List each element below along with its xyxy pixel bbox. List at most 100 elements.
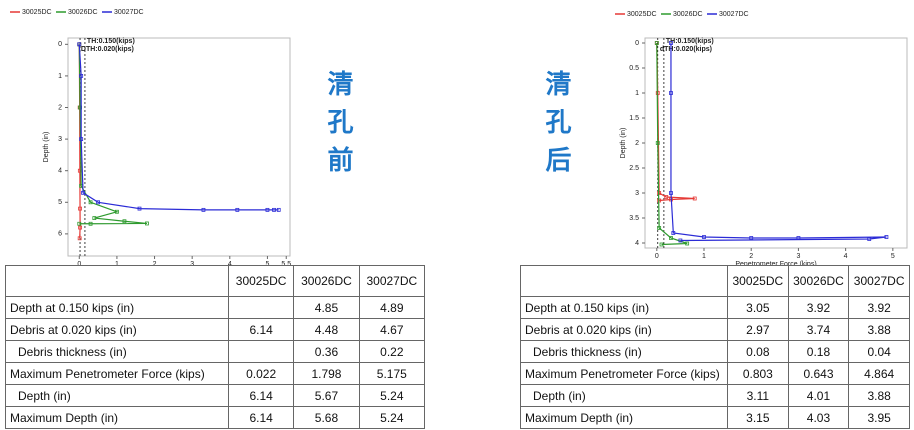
x-tick-label: 5.5 — [281, 261, 291, 265]
header-cell: 30026DC — [787, 265, 850, 297]
table-cell: Depth at 0.150 kips (in) — [5, 296, 229, 319]
table-cell: 4.864 — [848, 362, 910, 385]
table-cell: 3.92 — [848, 296, 910, 319]
table-cell: Depth (in) — [520, 384, 728, 407]
chart: 0 0.5 1 1.5 2 2.5 3 3.5 4 0 1 2 3 4 5 Penetrometer Forc… — [615, 11, 908, 266]
x-tick-label: 5 — [891, 253, 895, 260]
y-tick-label: 0.5 — [629, 65, 639, 72]
point-marker — [88, 221, 93, 226]
annotation-label: 清孔前 — [323, 70, 353, 184]
point-marker — [669, 236, 673, 240]
x-axis-label: Penetrometer Force (kips) — [735, 261, 816, 266]
table-cell: 0.643 — [787, 362, 850, 385]
plot-area — [67, 37, 291, 257]
point-marker — [655, 141, 660, 145]
y-tick-label: 2 — [58, 104, 62, 111]
table-row: Depth at 0.150 kips (in) 4.85 4.89 — [5, 296, 426, 319]
table-cell: Maximum Depth (in) — [520, 406, 728, 429]
point-marker — [671, 231, 676, 235]
point-marker — [749, 236, 754, 240]
annotation-label: 清孔后 — [541, 70, 571, 184]
y-tick-label: 1 — [635, 90, 639, 97]
point-marker — [122, 219, 127, 224]
header-cell: 30025DC — [727, 265, 789, 297]
x-tick-label: 2 — [153, 261, 157, 265]
table-row: Maximum Penetrometer Force (kips) 0.022 1.… — [5, 362, 426, 385]
table-row: 30025DC 30026DC 30027DC — [520, 265, 910, 297]
point-marker — [276, 207, 281, 212]
table-cell: Depth at 0.150 kips (in) — [520, 296, 728, 319]
point-marker — [702, 235, 706, 239]
header-cell: 30027DC — [358, 265, 426, 297]
table-row: Debris at 0.020 kips (in) 6.14 4.48 4.67 — [5, 318, 426, 341]
table-cell: Debris thickness (in) — [520, 340, 728, 363]
table-cell — [227, 296, 295, 319]
table-cell: Maximum Depth (in) — [5, 406, 229, 429]
y-tick-label: 4 — [58, 168, 62, 175]
table-cell: 0.04 — [848, 340, 910, 363]
point-marker — [685, 241, 690, 246]
point-marker — [78, 225, 83, 230]
y-tick-label: 0 — [635, 40, 639, 47]
table-row: Debris thickness (in) 0.36 0.22 — [5, 340, 426, 363]
point-marker — [265, 207, 270, 212]
y-axis-label: Depth (in) — [620, 128, 627, 159]
y-tick-label: 2 — [635, 140, 639, 147]
point-marker — [115, 209, 119, 214]
header-cell: 30026DC — [293, 265, 360, 297]
x-tick-label: 1 — [115, 261, 119, 265]
point-marker — [867, 237, 872, 241]
point-marker — [796, 236, 801, 240]
table-cell: Debris at 0.020 kips (in) — [5, 318, 229, 341]
table-row: Debris thickness (in) 0.08 0.18 0.04 — [520, 340, 910, 363]
point-marker — [145, 221, 149, 226]
point-marker — [137, 206, 142, 211]
table-row: Maximum Depth (in) 3.15 4.03 3.95 — [520, 406, 910, 429]
plot-area — [644, 37, 908, 249]
table-row: Depth (in) 3.11 4.01 3.88 — [520, 384, 910, 407]
table-cell: Debris thickness (in) — [5, 340, 229, 363]
threshold-label: dTH:0.020(kips) — [660, 46, 712, 53]
table-cell: 0.22 — [358, 340, 426, 363]
threshold-label: TH:0.150(kips) — [666, 38, 714, 45]
x-tick-label: 5 — [265, 261, 269, 265]
table-cell: 3.05 — [727, 296, 789, 319]
table-cell: Depth (in) — [5, 384, 229, 407]
table-cell: 0.18 — [787, 340, 850, 363]
table-cell: 4.03 — [787, 406, 850, 429]
point-marker — [92, 216, 97, 220]
table: 30025DC 30026DC 30027DC Depth at 0.150 kips… — [5, 265, 426, 429]
table-row: Depth (in) 6.14 5.67 5.24 — [5, 384, 426, 407]
legend-label: 30026DC — [673, 11, 703, 18]
point-marker — [88, 200, 93, 205]
table-cell: 4.89 — [358, 296, 426, 319]
table-cell: 5.24 — [358, 406, 426, 429]
series-line — [656, 42, 695, 202]
table-cell: Debris at 0.020 kips (in) — [520, 318, 728, 341]
point-marker — [81, 190, 85, 195]
table-cell: 0.36 — [293, 340, 360, 363]
y-tick-label: 3 — [58, 136, 62, 143]
point-marker — [692, 196, 697, 201]
x-tick-label: 1 — [702, 253, 706, 260]
point-marker — [201, 207, 206, 212]
table-cell: 3.15 — [727, 406, 789, 429]
point-marker — [235, 207, 240, 212]
y-tick-label: 3 — [635, 190, 639, 197]
x-tick-label: 4 — [228, 261, 232, 265]
point-marker — [669, 191, 673, 195]
point-marker — [664, 195, 669, 199]
legend-label: 30027DC — [114, 9, 144, 16]
table-cell: 6.14 — [227, 406, 295, 429]
table-cell: 6.14 — [227, 318, 295, 341]
point-marker — [77, 42, 82, 47]
point-marker — [96, 200, 101, 205]
table-cell: 5.175 — [358, 362, 426, 385]
y-tick-label: 0 — [58, 41, 62, 48]
table-cell: 4.48 — [293, 318, 360, 341]
point-marker — [669, 91, 673, 95]
table-cell: 0.022 — [227, 362, 295, 385]
table-row: 30025DC 30026DC 30027DC — [5, 265, 426, 297]
x-tick-label: 0 — [77, 261, 81, 265]
